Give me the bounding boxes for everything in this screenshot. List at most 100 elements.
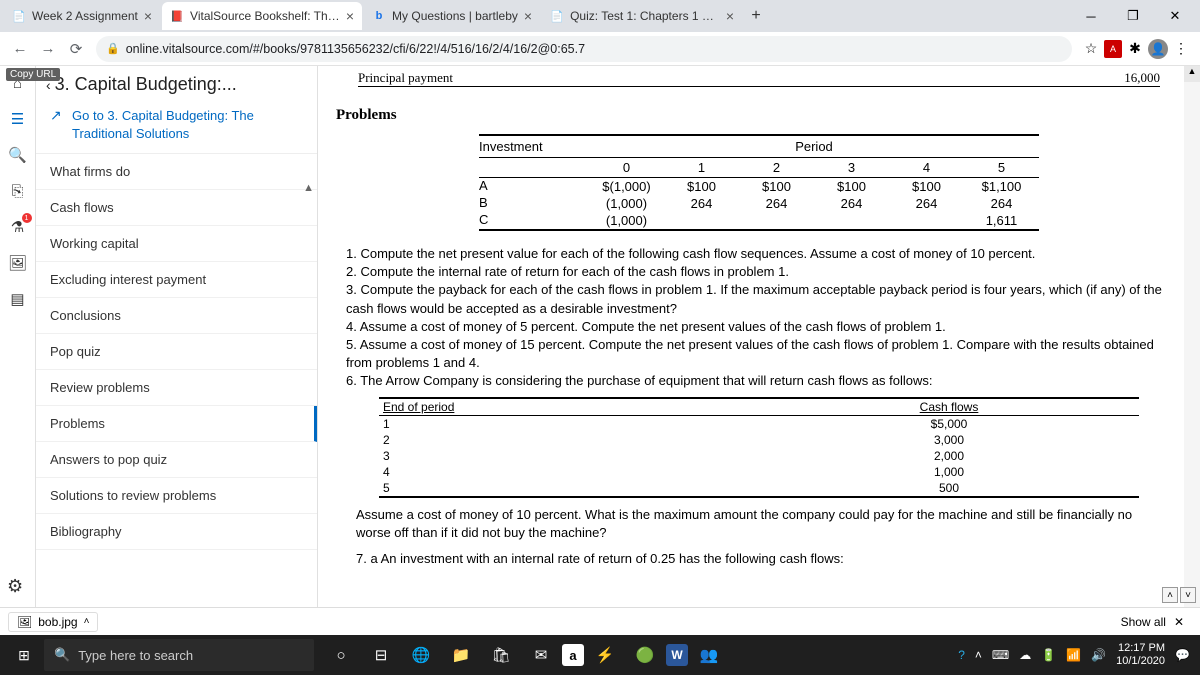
download-bar: 🖼 bob.jpg ˄ Show all ✕ <box>0 607 1200 635</box>
app-a-icon[interactable]: a <box>562 644 584 666</box>
cell: 2,000 <box>759 448 1139 464</box>
app-bolt-icon[interactable]: ⚡ <box>586 635 624 675</box>
word-icon[interactable]: W <box>666 644 688 666</box>
cell: $100 <box>814 178 889 195</box>
new-tab-button[interactable]: + <box>744 7 768 25</box>
start-button[interactable]: ⊞ <box>4 635 44 675</box>
close-icon[interactable]: × <box>144 8 152 24</box>
tray-wifi-icon[interactable]: 📶 <box>1066 648 1081 662</box>
star-icon[interactable]: ☆ <box>1078 40 1104 57</box>
image-icon[interactable]: 🖼 <box>7 252 29 274</box>
taskbar-search[interactable]: 🔍Type here to search <box>44 639 314 671</box>
cell: (1,000) <box>589 195 664 212</box>
url-input[interactable]: 🔒online.vitalsource.com/#/books/97811356… <box>96 36 1072 62</box>
close-icon[interactable]: ✕ <box>1174 615 1184 629</box>
tray-keyboard-icon[interactable]: ⌨ <box>992 648 1009 662</box>
toc-item[interactable]: Bibliography <box>36 514 317 550</box>
show-all-button[interactable]: Show all <box>1121 615 1166 629</box>
toc-item[interactable]: Excluding interest payment <box>36 262 317 298</box>
puzzle-ext-icon[interactable]: ✱ <box>1122 40 1148 57</box>
cashflow-table: End of period Cash flows 1$5,00023,00032… <box>379 397 1139 498</box>
chevron-up-icon[interactable]: ˄ <box>84 616 90 627</box>
tray-battery-icon[interactable]: 🔋 <box>1041 648 1056 662</box>
tray-volume-icon[interactable]: 🔊 <box>1091 648 1106 662</box>
profile-icon[interactable]: 👤 <box>1148 39 1168 59</box>
bookmark-icon[interactable]: ⎘ <box>7 180 29 202</box>
tab-1[interactable]: 📕VitalSource Bookshelf: The Capita× <box>162 2 362 30</box>
toc-goto-link[interactable]: ↗ Go to 3. Capital Budgeting: The Tradit… <box>36 101 317 154</box>
cell: 3 <box>379 448 759 464</box>
edge-icon[interactable]: 🌐 <box>402 635 440 675</box>
toc-icon[interactable]: ☰ <box>7 108 29 130</box>
clock[interactable]: 12:17 PM 10/1/2020 <box>1116 642 1165 668</box>
problem-item: 6. The Arrow Company is considering the … <box>346 372 1172 390</box>
tray-chevron-icon[interactable]: ˄ <box>975 648 982 662</box>
page-up-icon[interactable]: ˄ <box>1162 587 1178 603</box>
toc-item[interactable]: Cash flows <box>36 190 317 226</box>
period-header: 5 <box>964 158 1039 177</box>
cell: 500 <box>759 480 1139 496</box>
back-button[interactable]: ← <box>6 35 34 63</box>
search-icon[interactable]: 🔍 <box>7 144 29 166</box>
url-text: online.vitalsource.com/#/books/978113565… <box>126 42 585 56</box>
window-close-button[interactable]: ✕ <box>1154 0 1196 32</box>
pdf-ext-icon[interactable]: A <box>1104 40 1122 58</box>
close-icon[interactable]: × <box>346 8 354 24</box>
tab-title-3: Quiz: Test 1: Chapters 1 & 2 <box>570 9 720 23</box>
problem-item: 1. Compute the net present value for eac… <box>346 245 1172 263</box>
forward-button[interactable]: → <box>34 35 62 63</box>
cell: $1,100 <box>964 178 1039 195</box>
table-row: B(1,000)264264264264264 <box>479 195 1039 212</box>
tray-cloud-icon[interactable]: ☁ <box>1019 648 1031 662</box>
toc-item[interactable]: Problems <box>36 406 317 442</box>
cell: 1 <box>379 416 759 432</box>
principal-row: Principal payment 16,000 <box>358 70 1160 87</box>
cell: 4 <box>379 464 759 480</box>
cell: 264 <box>664 195 739 212</box>
reload-button[interactable]: ⟳ <box>62 35 90 63</box>
close-icon[interactable]: × <box>726 8 734 24</box>
teams-icon[interactable]: 👥 <box>690 635 728 675</box>
taskview-icon[interactable]: ⊟ <box>362 635 400 675</box>
maximize-button[interactable]: ❐ <box>1112 0 1154 32</box>
toc-item[interactable]: Conclusions <box>36 298 317 334</box>
mail-icon[interactable]: ✉ <box>522 635 560 675</box>
tab-2[interactable]: bMy Questions | bartleby× <box>364 2 540 30</box>
download-item[interactable]: 🖼 bob.jpg ˄ <box>8 612 98 632</box>
toc-item[interactable]: Answers to pop quiz <box>36 442 317 478</box>
taskbar: ⊞ 🔍Type here to search ○ ⊟ 🌐 📁 🛍 ✉ a ⚡ 🟢… <box>0 635 1200 675</box>
store-icon[interactable]: 🛍 <box>482 635 520 675</box>
chrome-icon[interactable]: 🟢 <box>626 635 664 675</box>
toc-item[interactable]: Solutions to review problems <box>36 478 317 514</box>
cell <box>814 212 889 229</box>
toc-item[interactable]: Pop quiz <box>36 334 317 370</box>
cell: 264 <box>889 195 964 212</box>
table-row: A$(1,000)$100$100$100$100$1,100 <box>479 178 1039 195</box>
scrollbar[interactable]: ▲ <box>1184 66 1200 607</box>
goto-arrow-icon: ↗ <box>50 107 62 124</box>
gear-icon[interactable]: ⚙ <box>7 576 23 597</box>
scroll-up-icon[interactable]: ▲ <box>303 182 314 194</box>
scroll-up-icon[interactable]: ▲ <box>1184 66 1200 82</box>
toc-item[interactable]: Working capital <box>36 226 317 262</box>
explorer-icon[interactable]: 📁 <box>442 635 480 675</box>
toc-item[interactable]: What firms do <box>36 154 317 190</box>
notes-icon[interactable]: ▤ <box>7 288 29 310</box>
close-icon[interactable]: × <box>524 8 532 24</box>
tab-3[interactable]: 📄Quiz: Test 1: Chapters 1 & 2× <box>542 2 742 30</box>
table-row: C(1,000)1,611 <box>479 212 1039 231</box>
toc-item[interactable]: Review problems <box>36 370 317 406</box>
tab-title-2: My Questions | bartleby <box>392 9 518 23</box>
minimize-button[interactable]: ─ <box>1070 0 1112 32</box>
page-nav: ˄ ˅ <box>1162 587 1196 603</box>
page-down-icon[interactable]: ˅ <box>1180 587 1196 603</box>
cell <box>664 212 739 229</box>
tab-0[interactable]: 📄Week 2 Assignment× <box>4 2 160 30</box>
tray-help-icon[interactable]: ? <box>958 648 965 662</box>
cell: 3,000 <box>759 432 1139 448</box>
menu-icon[interactable]: ⋮ <box>1168 40 1194 57</box>
period-header: 4 <box>889 158 964 177</box>
cortana-icon[interactable]: ○ <box>322 635 360 675</box>
notifications-icon[interactable]: 💬 <box>1175 648 1190 662</box>
flashcard-icon[interactable]: ⚗1 <box>7 216 29 238</box>
